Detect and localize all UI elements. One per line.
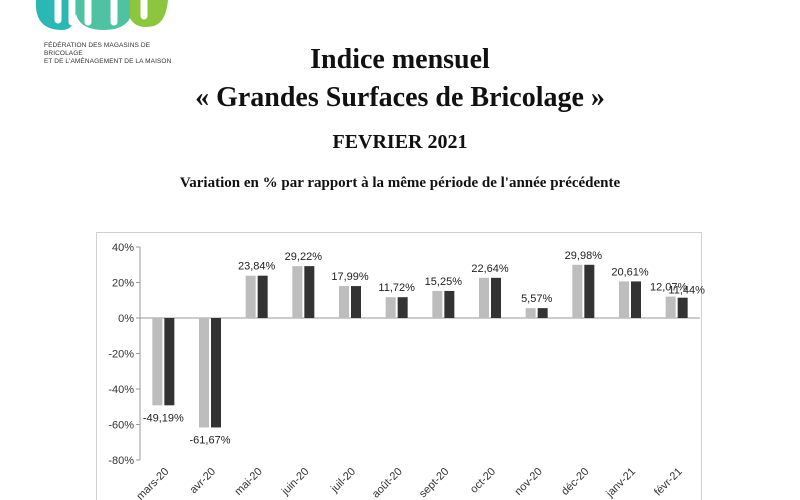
bar-series-2-oct-20: [491, 277, 501, 318]
logo-caption-line1: FÉDÉRATION DES MAGASINS DE BRICOLAGE: [44, 42, 151, 57]
logo-caption: FÉDÉRATION DES MAGASINS DE BRICOLAGE ET …: [44, 42, 184, 66]
report-period: FEVRIER 2021: [332, 131, 468, 153]
x-tick-label: mars-20: [134, 466, 171, 500]
data-label-janv-21: 20,61%: [611, 266, 649, 278]
data-label-sept-20: 15,25%: [425, 276, 463, 288]
bar-series-2-déc-20: [584, 264, 595, 318]
bar-series-1-janv-21: [619, 281, 629, 318]
bar-series-1-juin-20: [292, 266, 303, 318]
data-label-avr-20: -61,67%: [190, 434, 231, 446]
logo-caption-line2: ET DE L'AMÉNAGEMENT DE LA MAISON: [44, 58, 172, 65]
y-tick-label: 20%: [112, 278, 134, 290]
bar-series-1-nov-20: [525, 308, 536, 318]
data-label-extra: 11,44%: [668, 285, 705, 297]
bar-series-2-janv-21: [631, 281, 641, 318]
x-tick-label: sept-20: [417, 466, 451, 500]
y-tick-label: -40%: [108, 384, 134, 396]
x-tick-label: avr-20: [188, 466, 219, 497]
bar-series-1-mars-20: [152, 318, 163, 406]
bar-series-1-juil-20: [339, 286, 349, 318]
y-tick-label: -80%: [108, 455, 134, 467]
bar-series-1-févr-21: [665, 296, 676, 318]
y-tick-label: 40%: [112, 242, 134, 254]
bar-series-1-août-20: [385, 297, 396, 318]
bar-series-2-mai-20: [257, 275, 268, 318]
fmb-logo: FÉDÉRATION DES MAGASINS DE BRICOLAGE ET …: [14, 0, 174, 65]
x-tick-label: oct-20: [468, 466, 498, 496]
x-tick-label: févr-21: [652, 466, 685, 499]
chart-subtitle: Variation en % par rapport à la même pér…: [179, 175, 621, 191]
bar-series-1-sept-20: [432, 290, 443, 318]
bar-series-2-sept-20: [444, 290, 455, 318]
logo-mark: [35, 0, 168, 30]
bar-series-2-avr-20: [211, 318, 221, 428]
data-label-oct-20: 22,64%: [471, 263, 509, 275]
x-tick-label: déc-20: [559, 466, 591, 498]
chart-frame: [96, 232, 702, 500]
bar-series-1-mai-20: [245, 275, 256, 318]
x-tick-label: nov-20: [513, 466, 545, 498]
data-label-août-20: 11,72%: [378, 282, 415, 294]
page-title-subline: « Grandes Surfaces de Bricolage »: [195, 82, 605, 113]
bar-series-2-juin-20: [304, 266, 315, 318]
data-label-nov-20: 5,57%: [521, 293, 552, 305]
data-label-févr-21: 12,07%: [650, 282, 688, 294]
bar-series-1-avr-20: [199, 318, 209, 428]
bar-series-2-mars-20: [164, 318, 175, 406]
bar-series-2-févr-21: [677, 297, 688, 318]
y-tick-label: -20%: [108, 349, 134, 361]
bar-series-1-déc-20: [572, 264, 583, 318]
data-label-mars-20: -49,19%: [143, 412, 184, 424]
bar-series-1-oct-20: [479, 277, 489, 318]
data-label-déc-20: 29,98%: [565, 250, 603, 262]
x-tick-label: mai-20: [233, 466, 265, 498]
x-tick-label: août-20: [370, 466, 405, 500]
x-tick-label: janv-21: [603, 466, 638, 500]
page-title: Indice mensuel: [310, 44, 490, 75]
y-tick-label: -60%: [108, 420, 134, 432]
bar-series-2-juil-20: [351, 286, 361, 318]
x-tick-label: juin-20: [279, 466, 312, 499]
y-tick-label: 0%: [118, 313, 134, 325]
bar-series-2-nov-20: [537, 308, 548, 318]
x-tick-label: juil-20: [328, 466, 358, 496]
data-label-juin-20: 29,22%: [285, 251, 323, 263]
bar-series-2-août-20: [397, 297, 408, 318]
data-label-juil-20: 17,99%: [331, 271, 369, 283]
data-label-mai-20: 23,84%: [238, 261, 276, 273]
